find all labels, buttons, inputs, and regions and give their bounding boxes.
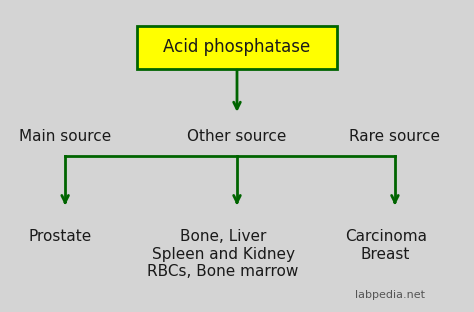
Text: Carcinoma
Breast: Carcinoma Breast (345, 229, 427, 262)
Text: labpedia.net: labpedia.net (356, 290, 425, 300)
Text: Bone, Liver
Spleen and Kidney
RBCs, Bone marrow: Bone, Liver Spleen and Kidney RBCs, Bone… (147, 229, 299, 279)
FancyBboxPatch shape (137, 26, 337, 69)
Text: Prostate: Prostate (29, 229, 92, 244)
Text: Other source: Other source (187, 129, 287, 144)
Text: Main source: Main source (19, 129, 111, 144)
Text: Acid phosphatase: Acid phosphatase (164, 38, 310, 56)
Text: Rare source: Rare source (349, 129, 440, 144)
